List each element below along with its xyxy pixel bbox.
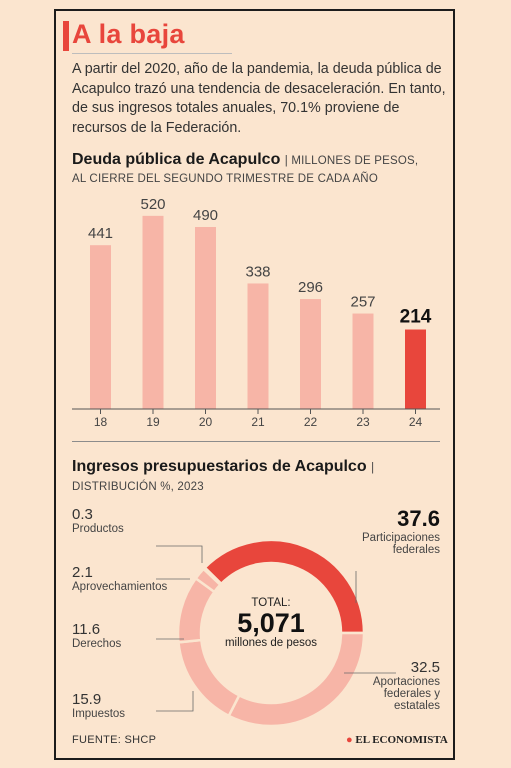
donut-chart-title-text: Ingresos presupuestarios de Acapulco [72,458,367,475]
leader-line-6 [156,545,203,563]
donut-chart-subtitle: DISTRIBUCIÓN %, 2023 [72,481,204,493]
bar-23 [352,313,374,409]
section-divider [72,441,440,442]
bar-value-label-22: 296 [298,279,323,296]
bar-value-label-23: 257 [350,294,375,311]
bar-20 [195,227,216,409]
bar-18 [90,245,111,409]
slice-caption-line: estatales [393,700,440,712]
title-underline [72,53,232,54]
donut-chart-title: Ingresos presupuestarios de Acapulco | [72,458,375,475]
bar-chart-title: Deuda pública de Acapulco | MILLONES DE … [72,151,418,169]
slice-caption-line: Derechos [72,638,122,650]
infographic-frame: A la baja A partir del 2020, año de la p… [54,9,455,760]
bar-19 [142,215,164,409]
donut-slice-productos [201,565,223,587]
bar-chart-subtitle-part1: | MILLONES DE PESOS, [284,155,419,167]
bar-chart-subtitle-part2: AL CIERRE DEL SEGUNDO TRIMESTRE DE CADA … [72,173,378,185]
donut-center-unit: millones de pesos [224,637,318,649]
x-tick-label-24: 24 [409,415,423,429]
slice-caption-line: federales y [383,688,440,700]
slice-caption-line: federales [392,544,440,556]
bar-21 [247,283,269,409]
slice-caption-line: Aportaciones [372,676,440,688]
x-tick-label-22: 22 [304,415,318,429]
leader-line-3 [156,691,194,712]
x-tick-label-21: 21 [251,415,265,429]
donut-center-value: 5,071 [237,608,305,638]
slice-value-participaciones: 37.6 [397,506,440,531]
slice-label-derechos: 11.6 Derechos [72,621,121,650]
intro-text: A partir del 2020, año de la pandemia, l… [72,61,446,136]
bar-value-label-20: 490 [193,207,218,224]
slice-caption-line: Productos [72,523,124,535]
bar-22 [300,299,321,409]
donut-chart [156,538,396,728]
brand-logo: ● EL ECONOMISTA [346,734,448,746]
page-title: A la baja [72,19,185,49]
slice-value-aprovechamientos: 2.1 [72,564,93,581]
slice-caption-line: Aprovechamientos [72,581,168,593]
slice-caption-line: Impuestos [72,708,126,720]
x-tick-label-23: 23 [356,415,370,429]
slice-value-derechos: 11.6 [72,621,101,638]
slice-label-productos: 0.3 Productos [72,506,124,535]
slice-value-productos: 0.3 [72,506,93,523]
bar-value-label-24: 214 [400,307,432,328]
slice-label-participaciones: 37.6 Participaciones federales [286,506,440,556]
x-tick-label-20: 20 [199,415,213,429]
slice-label-aprovechamientos: 2.1 Aprovechamientos [72,564,167,593]
slice-label-aportaciones: 32.5 Aportaciones federales y estatales [306,659,440,712]
donut-center: TOTAL: 5,071 millones de pesos [211,597,331,649]
slice-caption-line: Participaciones [362,532,440,544]
x-tick-label-18: 18 [94,415,108,429]
slice-label-impuestos: 15.9 Impuestos [72,691,125,720]
donut-slice-impuestos [177,638,241,718]
donut-center-label: TOTAL: [251,597,291,609]
brand-text: EL ECONOMISTA [355,734,448,746]
bar-value-label-19: 520 [140,196,165,213]
slice-value-impuestos: 15.9 [72,691,102,708]
source-note: FUENTE: SHCP [72,734,157,746]
slice-value-aportaciones: 32.5 [410,659,440,676]
bar-chart: 441 18 520 19 490 20 338 21 296 22 257 23 214 24 [72,196,440,429]
bar-value-label-18: 441 [88,225,113,242]
x-tick-label-19: 19 [146,415,160,429]
bar-chart-title-text: Deuda pública de Acapulco [72,151,281,168]
bar-24 [405,329,426,409]
title-accent-bar [63,21,69,51]
bar-value-label-21: 338 [245,263,270,280]
